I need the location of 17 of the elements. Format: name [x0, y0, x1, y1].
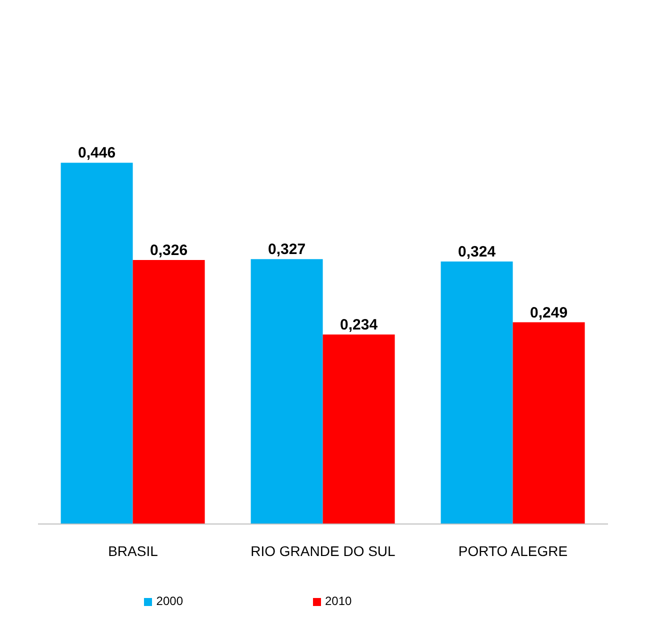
- data-label: 0,249: [530, 304, 568, 322]
- bar: [512, 322, 585, 524]
- legend-label: 2010: [325, 594, 352, 608]
- data-label: 0,446: [78, 144, 116, 162]
- x-tick-label: BRASIL: [108, 542, 158, 559]
- x-tick-label: RIO GRANDE DO SUL: [250, 542, 396, 559]
- bar: [250, 259, 323, 524]
- bar: [440, 262, 513, 524]
- legend-label: 2000: [156, 594, 183, 608]
- bar: [132, 260, 205, 524]
- data-label: 0,327: [268, 241, 306, 258]
- x-tick-label: PORTO ALEGRE: [458, 542, 568, 559]
- data-label: 0,324: [458, 244, 496, 261]
- data-label: 0,234: [340, 316, 378, 334]
- data-label: 0,326: [150, 242, 188, 259]
- bar: [60, 162, 133, 524]
- bar: [322, 334, 395, 524]
